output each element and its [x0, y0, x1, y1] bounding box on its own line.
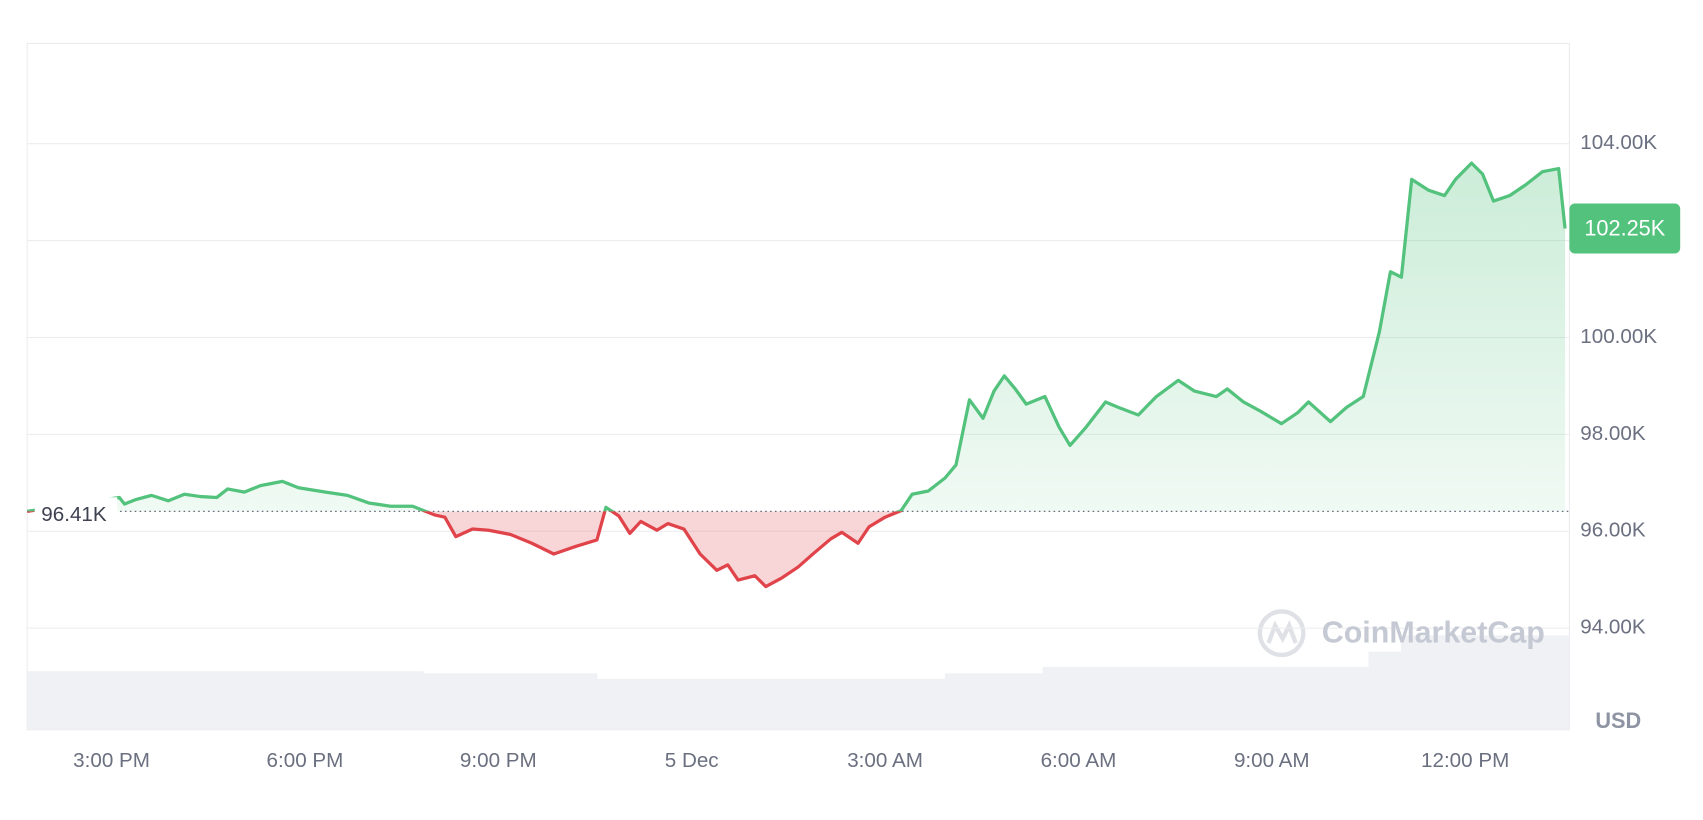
- price-line-up: [26, 161, 1567, 512]
- watermark: CoinMarketCap: [1322, 615, 1545, 649]
- x-tick-label: 6:00 AM: [1041, 749, 1117, 772]
- x-tick-label: 5 Dec: [665, 749, 719, 772]
- current-price-box: [1569, 203, 1681, 254]
- current-price-label: 102.25K: [1584, 215, 1665, 240]
- x-tick-label: 9:00 PM: [460, 749, 537, 772]
- y-tick-label: 100.00K: [1580, 325, 1657, 348]
- x-tick-label: 3:00 AM: [847, 749, 923, 772]
- x-tick-label: 9:00 AM: [1234, 749, 1310, 772]
- baseline-label-bg: [34, 497, 118, 526]
- x-tick-label: 6:00 PM: [267, 749, 344, 772]
- y-tick-label: 94.00K: [1580, 616, 1646, 639]
- y-tick-label: 96.00K: [1580, 519, 1646, 542]
- y-tick-label: 98.00K: [1580, 422, 1646, 445]
- plot-area: [26, 42, 1570, 731]
- y-unit: USD: [1595, 708, 1641, 733]
- area-up: [27, 163, 1566, 512]
- y-tick-label: 104.00K: [1580, 131, 1657, 154]
- volume-bars: [27, 635, 1570, 730]
- baseline-label: 96.41K: [41, 503, 107, 526]
- area-down: [425, 511, 900, 587]
- watermark-logo: [1257, 609, 1306, 658]
- price-line-down: [27, 511, 903, 589]
- x-tick-label: 3:00 PM: [73, 749, 150, 772]
- x-tick-label: 12:00 PM: [1421, 749, 1509, 772]
